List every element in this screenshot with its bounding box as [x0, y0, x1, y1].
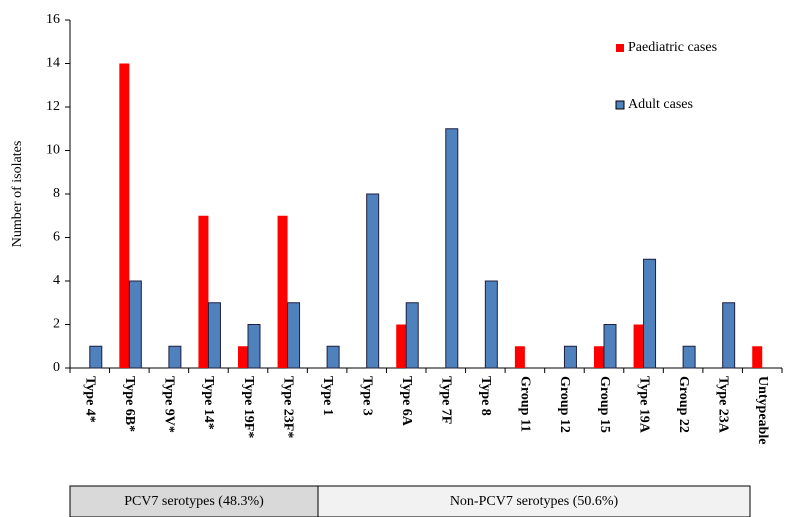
bar [563, 345, 577, 369]
x-tick-label: Type 19A [636, 376, 651, 434]
bar [603, 324, 617, 369]
x-tick-label: Untypeable [755, 376, 770, 444]
x-tick-label: Type 14* [201, 376, 216, 430]
x-tick-label: Group 15 [597, 376, 612, 433]
bar [89, 345, 103, 369]
x-tick-label: Type 6A [399, 376, 414, 427]
bar [119, 63, 130, 368]
y-tick-label: 2 [53, 317, 60, 332]
bar [722, 302, 736, 369]
bar [445, 128, 459, 369]
bar [752, 346, 763, 368]
bar [405, 302, 419, 369]
x-tick-label: Type 23A [715, 376, 730, 434]
group-label: PCV7 serotypes (48.3%) [124, 494, 264, 509]
x-tick-label: Type 6B* [122, 376, 137, 432]
bar [238, 346, 248, 368]
bar [643, 258, 657, 369]
x-tick-label: Group 11 [518, 376, 533, 432]
bar [396, 324, 407, 368]
x-tick-label: Group 12 [557, 376, 572, 433]
x-tick-label: Type 19F* [241, 376, 256, 438]
legend-swatch [616, 44, 624, 52]
bar [247, 324, 261, 369]
group-box [317, 485, 751, 517]
group-box [69, 485, 319, 517]
y-tick-label: 0 [53, 360, 60, 375]
bar [287, 302, 301, 369]
bar [207, 302, 221, 369]
bar [326, 345, 340, 369]
x-tick-label: Type 9V* [162, 376, 177, 433]
bar [168, 345, 182, 369]
y-axis-label: Number of isolates [10, 141, 25, 248]
x-tick-label: Type 3 [359, 376, 374, 416]
y-tick-label: 16 [46, 12, 60, 27]
bar [198, 215, 209, 368]
y-tick-label: 4 [53, 273, 60, 288]
legend-swatch [615, 100, 625, 110]
legend-label: Adult cases [628, 97, 693, 112]
y-tick-label: 8 [53, 186, 60, 201]
bar [594, 346, 604, 368]
bar [277, 215, 288, 368]
legend-label: Paediatric cases [628, 40, 717, 55]
y-tick-label: 10 [46, 143, 60, 158]
y-tick-label: 12 [46, 99, 60, 114]
x-tick-label: Group 22 [676, 376, 691, 433]
y-tick-label: 14 [46, 56, 60, 71]
x-tick-label: Type 23F* [280, 376, 295, 438]
x-tick-label: Type 7F [439, 376, 454, 424]
bar [366, 193, 380, 369]
x-tick-label: Type 4* [83, 376, 98, 423]
bar [682, 345, 696, 369]
x-tick-label: Type 8 [478, 376, 493, 416]
bar [128, 280, 142, 369]
bar [484, 280, 498, 369]
bar [633, 324, 644, 368]
bar [514, 346, 525, 368]
group-label: Non-PCV7 serotypes (50.6%) [450, 494, 619, 509]
x-tick-label: Type 1 [320, 376, 335, 416]
y-tick-label: 6 [53, 230, 60, 245]
